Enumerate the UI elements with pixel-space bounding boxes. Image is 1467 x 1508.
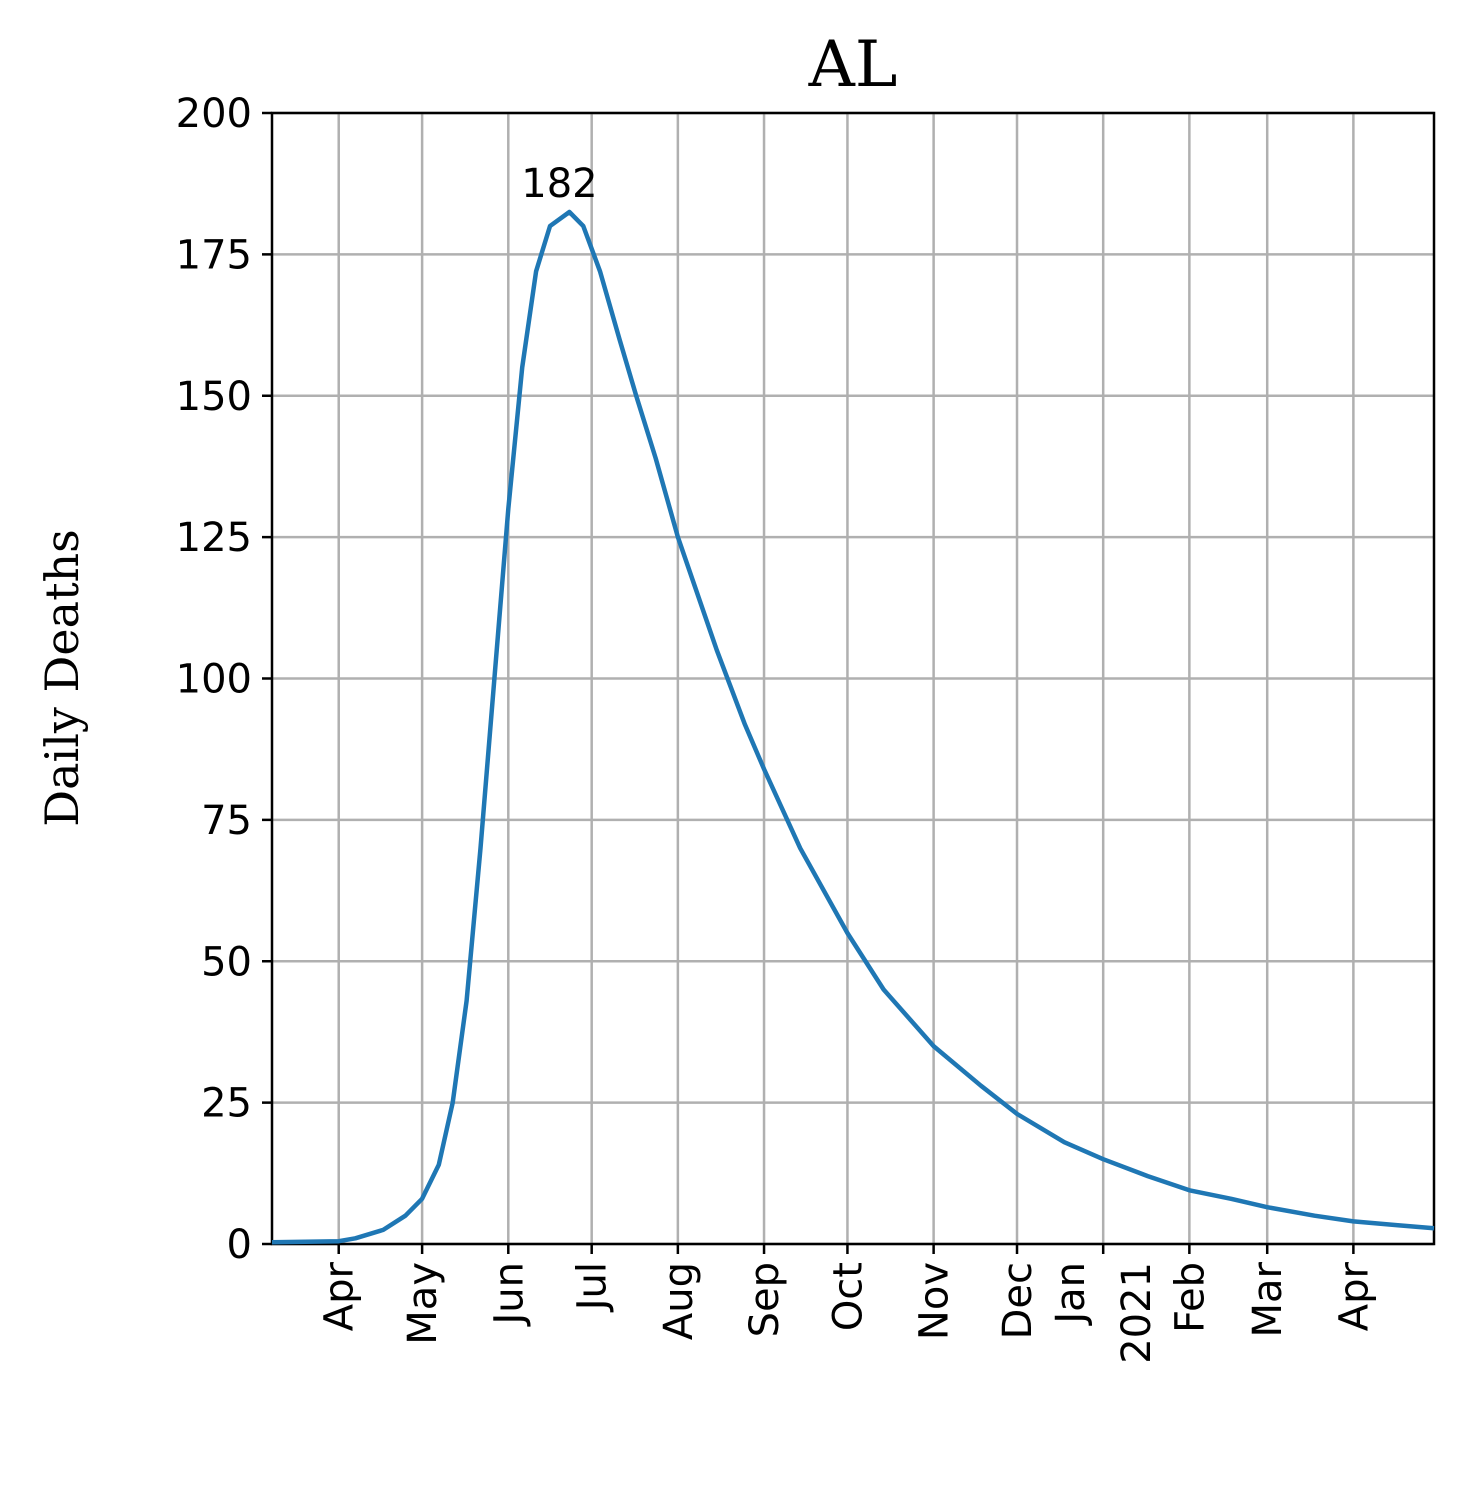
x-tick-group: May	[400, 1262, 446, 1345]
x-tick-label: Dec	[995, 1262, 1041, 1339]
x-tick-label: Mar	[1245, 1261, 1291, 1337]
x-tick-group: Oct	[825, 1262, 871, 1331]
x-tick-group: Dec	[995, 1262, 1041, 1339]
y-tick-label: 25	[201, 1081, 252, 1127]
y-tick-label: 200	[176, 91, 252, 137]
x-tick-group: Mar	[1245, 1261, 1291, 1337]
x-tick-group: Aug	[656, 1262, 702, 1340]
x-tick-label: Apr	[317, 1261, 363, 1331]
x-tick-label: Nov	[912, 1262, 958, 1340]
x-tick-label: Feb	[1167, 1262, 1213, 1333]
y-tick-label: 175	[176, 232, 252, 278]
x-tick-group: Nov	[912, 1262, 958, 1340]
x-tick-group: Jul	[570, 1262, 616, 1313]
y-tick-label: 125	[176, 515, 252, 561]
y-axis-label: Daily Deaths	[35, 529, 89, 827]
x-tick-group: Apr	[317, 1261, 363, 1331]
x-tick-label: Sep	[742, 1262, 788, 1337]
line-series	[271, 209, 1435, 1245]
x-tick-group: Feb	[1167, 1262, 1213, 1333]
x-tick-label: May	[400, 1262, 446, 1345]
y-tick-label: 75	[201, 798, 252, 844]
x-tick-label: Jul	[570, 1262, 616, 1313]
annotation: 182	[521, 161, 597, 207]
x-tick-group: Jan 2021	[1048, 1262, 1160, 1364]
y-tick-label: 50	[201, 939, 252, 985]
x-tick-group: Jun	[486, 1262, 532, 1328]
x-tick-label: Oct	[825, 1262, 871, 1331]
x-tick-label: Apr	[1331, 1261, 1377, 1331]
x-tick-label: Aug	[656, 1262, 702, 1340]
plot-frame	[270, 111, 1436, 1246]
chart-title: AL	[808, 28, 898, 102]
x-tick-group: Apr	[1331, 1261, 1377, 1331]
y-tick-label: 100	[176, 657, 252, 703]
y-tick-label: 0	[227, 1222, 252, 1268]
x-tick-group: Sep	[742, 1262, 788, 1337]
x-tick-label: Jan 2021	[1048, 1262, 1160, 1364]
y-tick-label: 150	[176, 374, 252, 420]
x-tick-label: Jun	[486, 1262, 532, 1328]
